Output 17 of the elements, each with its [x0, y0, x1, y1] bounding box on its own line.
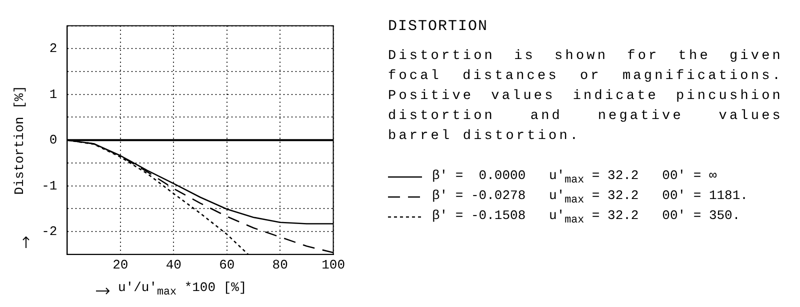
y-tick-label: 2	[49, 41, 58, 56]
text: DISTORTION	[388, 18, 490, 35]
y-tick-label: 1	[49, 86, 58, 102]
x-tick-label: 60	[219, 258, 235, 273]
legend-label: β' = 0.0000 u'$_{max}$ = 32.2 00' = ∞	[432, 168, 717, 186]
x-tick-label: 20	[112, 258, 128, 273]
legend-label: β' = -0.0278 u'$_{max}$ = 32.2 00' = 1181.	[432, 188, 748, 206]
y-tick-label: -1	[42, 178, 58, 194]
y-axis-title: Distortion [%]	[12, 85, 28, 195]
y-tick-label: 0	[49, 132, 58, 148]
y-tick-label: -2	[42, 224, 58, 239]
text: Distortion is shown for the given focal distances or magnifications. Positive values indicate pincushion distortion and negative values barrel distortion.	[388, 48, 783, 146]
x-tick-label: 100	[322, 258, 345, 273]
legend-label: β' = -0.1508 u'$_{max}$ = 32.2 00' = 350.	[432, 208, 740, 226]
x-tick-label: 80	[272, 258, 288, 273]
x-axis-title: u'/u'$_{max}$ *100 [%]	[118, 280, 247, 299]
x-tick-label: 40	[166, 258, 182, 273]
